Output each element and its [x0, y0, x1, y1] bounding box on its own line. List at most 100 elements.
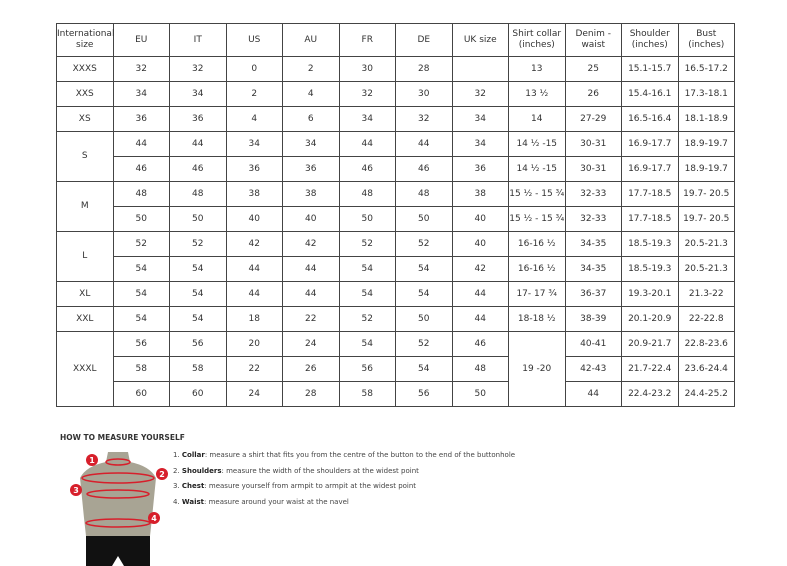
table-cell: 18.1-18.9 — [677, 106, 735, 132]
step-label: Collar — [181, 451, 205, 459]
table-cell: 4 — [282, 81, 340, 107]
table-cell: 52 — [169, 231, 227, 257]
table-cell: 38 — [282, 181, 340, 207]
step-text: : measure around your waist at the navel — [204, 497, 349, 506]
table-cell: 54 — [395, 356, 453, 382]
table-cell: 18-18 ½ — [508, 306, 566, 332]
table-cell: 18.9-19.7 — [677, 156, 735, 182]
table-cell: 38 — [225, 181, 283, 207]
table-cell: 60 — [169, 381, 227, 407]
table-cell: 48 — [112, 181, 170, 207]
table-cell: 17- 17 ¾ — [508, 281, 566, 307]
table-cell: 21.3-22 — [677, 281, 735, 307]
table-cell: 30 — [338, 56, 396, 82]
table-row: 46 46 36 36 46 46 36 14 ½ -15 30-31 16.9-17.7 18.9… — [57, 156, 735, 182]
table-cell: 14 ½ -15 — [508, 156, 566, 182]
table-cell: 50 — [395, 306, 453, 332]
table-cell: 26 — [282, 356, 340, 382]
table-cell: 36 — [282, 156, 340, 182]
table-cell: 32 — [338, 81, 396, 107]
table-cell: 28 — [282, 381, 340, 407]
marker-2: 2 — [159, 470, 165, 479]
table-cell: 58 — [338, 381, 396, 407]
marker-1: 1 — [89, 456, 95, 465]
table-cell: 22-22.8 — [677, 306, 735, 332]
column-header: US — [225, 23, 283, 57]
table-row: XXS 34 34 2 4 32 30 32 13 ½ 26 15.4-16.1 17.3-18.1 — [56, 81, 735, 107]
table-cell: 18.9-19.7 — [677, 131, 735, 157]
table-cell: 36 — [225, 156, 283, 182]
table-cell: 42 — [225, 231, 283, 257]
table-cell: 19.3-20.1 — [621, 281, 679, 307]
marker-3: 3 — [73, 486, 79, 495]
table-cell: 36 — [112, 106, 170, 132]
table-cell: 54 — [338, 256, 396, 282]
table-cell: 30-31 — [564, 131, 622, 157]
table-cell: 32 — [112, 56, 170, 82]
table-cell: 50 — [112, 206, 170, 232]
table-cell: 14 — [508, 106, 566, 132]
measure-steps: 1. Collar: measure a shirt that fits you… — [173, 451, 515, 513]
table-cell: 40-41 — [564, 331, 622, 357]
table-cell: 42 — [451, 256, 509, 282]
column-header: AU — [282, 23, 340, 57]
table-cell: 44 — [395, 131, 453, 157]
table-cell: 50 — [338, 206, 396, 232]
table-row: XL 54 54 44 44 54 54 44 17- 17 ¾ 36-37 19.3-20.1 21… — [56, 281, 735, 307]
table-cell: 17.7-18.5 — [621, 181, 679, 207]
table-cell: 56 — [169, 331, 227, 357]
table-cell: 36 — [169, 106, 227, 132]
table-cell: 34 — [112, 81, 170, 107]
header-row: International size EU IT US AU FR DE UK size Shi… — [56, 23, 735, 57]
table-cell: 48 — [338, 181, 396, 207]
table-cell: 40 — [282, 206, 340, 232]
table-cell: 54 — [338, 331, 396, 357]
table-cell: 0 — [225, 56, 283, 82]
table-cell: 44 — [564, 381, 622, 407]
table-cell: 19.7- 20.5 — [677, 206, 735, 232]
table-cell: 54 — [169, 306, 227, 332]
table-cell: 46 — [451, 331, 509, 357]
table-cell: 16-16 ½ — [508, 231, 566, 257]
column-header: IT — [169, 23, 227, 57]
table-cell: 44 — [225, 256, 283, 282]
table-cell: 44 — [112, 131, 170, 157]
table-cell: 36-37 — [564, 281, 622, 307]
table-cell: 38-39 — [564, 306, 622, 332]
table-cell: 44 — [338, 131, 396, 157]
table-cell: 52 — [338, 231, 396, 257]
table-cell: 54 — [169, 281, 227, 307]
table-cell: 16.9-17.7 — [621, 156, 679, 182]
table-cell: 22 — [225, 356, 283, 382]
table-cell: 24 — [225, 381, 283, 407]
table-cell: 13 ½ — [508, 81, 566, 107]
table-cell: 34-35 — [564, 256, 622, 282]
table-cell: 15.1-15.7 — [621, 56, 679, 82]
table-cell: 22 — [282, 306, 340, 332]
table-cell: 27-29 — [564, 106, 622, 132]
table-row: S 44 44 34 34 44 44 34 14 ½ -15 30-31 16.9-17.7 18.… — [56, 131, 735, 182]
table-cell: 54 — [395, 281, 453, 307]
table-cell: 44 — [451, 281, 509, 307]
table-cell: 21.7-22.4 — [621, 356, 679, 382]
table-cell: 32-33 — [564, 181, 622, 207]
table-cell: 60 — [112, 381, 170, 407]
table-cell: 58 — [112, 356, 170, 382]
table-row: 58 58 22 26 56 54 48 42-43 21.7-22.4 23.6-24.4 — [57, 356, 735, 382]
step-text: : measure yourself from armpit to armpit… — [204, 482, 417, 490]
column-header: Bust (inches) — [677, 23, 735, 57]
table-cell: 34 — [282, 131, 340, 157]
table-cell: 34 — [169, 81, 227, 107]
table-cell: 40 — [225, 206, 283, 232]
step-num: 3. — [173, 482, 180, 490]
step-shoulders: 2. Shoulders: measure the width of the s… — [173, 467, 515, 483]
column-header: FR — [338, 23, 396, 57]
table-cell: 26 — [564, 81, 622, 107]
table-cell: 6 — [282, 106, 340, 132]
table-cell: 46 — [338, 156, 396, 182]
table-cell: 56 — [112, 331, 170, 357]
size-label-cell: XXXL — [56, 331, 114, 407]
table-row: XXXL 56 56 20 24 54 52 46 19 -20 40-41 20.9-21.7 22… — [56, 331, 735, 407]
table-cell — [451, 56, 509, 82]
table-cell: 19.7- 20.5 — [677, 181, 735, 207]
